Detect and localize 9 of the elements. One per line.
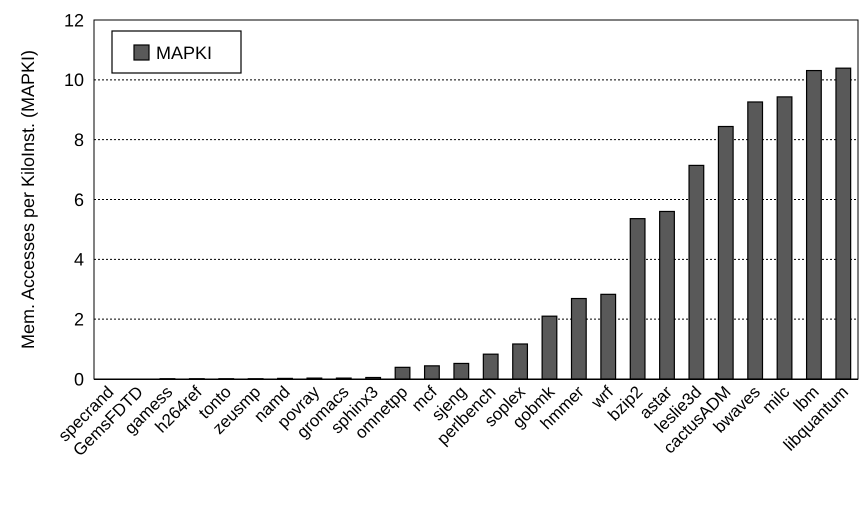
y-tick-label: 2 xyxy=(74,309,84,330)
y-tick-label: 12 xyxy=(64,10,84,30)
legend-label: MAPKI xyxy=(156,42,212,63)
y-tick-label: 0 xyxy=(74,369,84,390)
y-tick-label: 6 xyxy=(74,190,84,210)
y-axis-title: Mem. Accesses per KiloInst. (MAPKI) xyxy=(18,50,38,350)
y-tick-label: 4 xyxy=(74,250,84,270)
y-tick-label: 8 xyxy=(74,130,84,150)
y-tick-label: 10 xyxy=(64,70,84,90)
